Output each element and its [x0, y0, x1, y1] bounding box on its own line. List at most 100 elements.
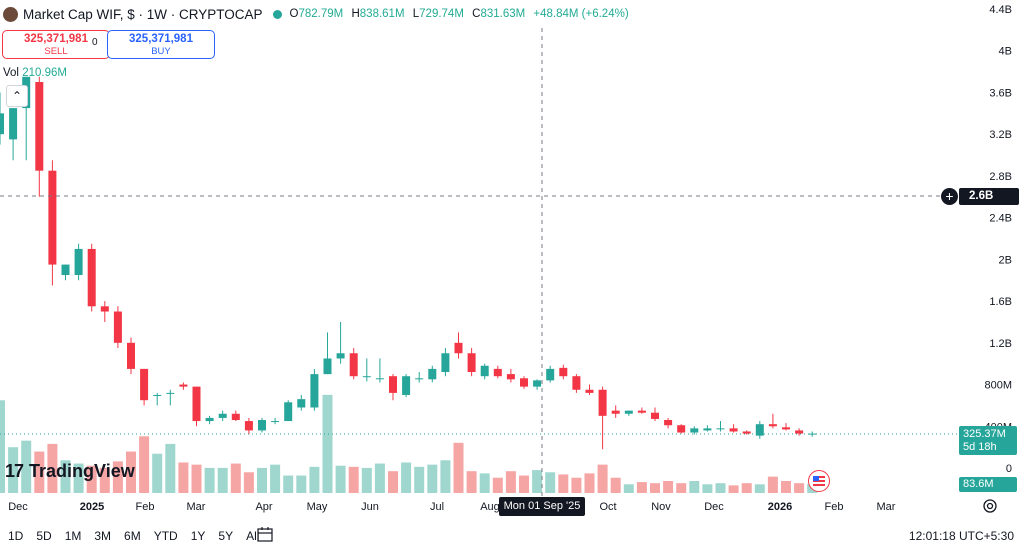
ohlc-low: 729.74M: [419, 8, 464, 20]
candle-body: [127, 342, 135, 369]
volume-bar: [440, 460, 451, 493]
volume-bar: [492, 477, 503, 493]
candle-body: [651, 412, 659, 419]
time-axis-labels: Dec 2025 Feb Mar Apr May Jun Jul Aug Oct Nov Dec 202…: [8, 501, 896, 513]
volume-bar: [663, 481, 674, 493]
tradingview-logo[interactable]: 17 TradingView: [5, 461, 135, 482]
volume-bar: [532, 470, 543, 493]
volume-bar: [505, 471, 516, 493]
volume-bar: [126, 451, 136, 493]
settings-gear-icon[interactable]: [982, 498, 998, 519]
volume-bar: [650, 483, 660, 493]
volume-bar: [374, 463, 385, 493]
volume-bar: [623, 484, 634, 493]
timeframe-6m[interactable]: 6M: [124, 528, 141, 543]
volume-bar: [99, 467, 110, 493]
tradingview-name: TradingView: [29, 461, 135, 481]
market-status-icon: [272, 9, 282, 19]
candle-body: [624, 410, 633, 414]
candle-body: [113, 311, 122, 343]
volume-bar: [558, 474, 569, 493]
candle-body: [716, 428, 725, 430]
timeframe-1d[interactable]: 1D: [8, 528, 24, 543]
volume-bar: [270, 464, 281, 493]
clock-timezone[interactable]: 12:01:18 UTC+5:30: [908, 529, 1014, 543]
ohlc-high-key: H: [351, 8, 360, 20]
date-range-icon[interactable]: [256, 525, 274, 548]
candle-body: [100, 306, 109, 312]
timeframe-5d[interactable]: 5D: [36, 528, 52, 543]
time-axis-label: 2026: [768, 501, 792, 513]
candle-body: [323, 358, 332, 375]
price-axis-label: 2.4B: [989, 213, 1012, 225]
volume-bar: [165, 443, 176, 493]
timeframe-1y[interactable]: 1Y: [190, 528, 206, 543]
volume-bar: [479, 473, 490, 493]
candle-body: [611, 410, 620, 414]
volume-bar: [0, 400, 5, 493]
timeframe-all[interactable]: All: [246, 528, 260, 543]
candle-body: [454, 342, 463, 354]
time-axis-label: Mar: [187, 501, 206, 513]
ohlc-low-key: L: [412, 8, 420, 20]
add-alert-plus-icon[interactable]: +: [941, 188, 958, 205]
volume-bar: [388, 471, 398, 493]
candle-body: [782, 427, 790, 430]
candle-body: [205, 417, 214, 422]
symbol-title[interactable]: Market Cap WIF, $ · 1W · CRYPTOCAP: [23, 6, 263, 22]
volume-bar: [728, 485, 739, 493]
buy-button[interactable]: 325,371,981 BUY: [107, 30, 215, 59]
timeframe-5y[interactable]: 5Y: [218, 528, 234, 543]
volume-bar: [178, 462, 189, 493]
candle-body: [506, 374, 515, 380]
volume-bar: [571, 477, 582, 493]
ohlc-values: O782.79M H838.61M L729.74M C831.63M +48.…: [290, 8, 629, 20]
candle-body: [284, 402, 293, 422]
candle-body: [192, 386, 201, 422]
ohlc-close-key: C: [472, 8, 481, 20]
candle-body: [742, 431, 751, 434]
time-axis-label: Jun: [361, 501, 379, 513]
volume-bar: [584, 473, 595, 493]
price-axis-label: 800M: [984, 380, 1012, 392]
candle-body: [87, 248, 96, 307]
timeframe-toolbar: 1D 5D 1M 3M 6M YTD 1Y 5Y All: [0, 522, 264, 549]
candle-body: [9, 108, 18, 140]
price-axis-label: 4B: [999, 46, 1012, 58]
volume-bar: [401, 462, 412, 493]
price-axis-labels: 4.4B4B3.6B3.2B2.8B2.4B2B1.6B1.2B800M400M…: [984, 4, 1012, 475]
price-axis-label: 1.6B: [989, 296, 1012, 308]
candle-body: [428, 368, 437, 380]
candle-body: [441, 353, 450, 373]
price-axis-label: 3.6B: [989, 87, 1012, 99]
candle-body: [153, 394, 162, 396]
collapse-legend-button[interactable]: ⌃: [6, 85, 28, 107]
volume-bar: [296, 475, 307, 493]
time-axis-label: Nov: [651, 501, 671, 513]
candle-body: [768, 424, 777, 427]
volume-bar: [676, 483, 687, 493]
economic-event-flag-icon[interactable]: [808, 470, 830, 492]
volume-bar: [597, 464, 608, 493]
price-axis-label: 0: [1006, 463, 1012, 475]
time-axis-label: Dec: [704, 501, 724, 513]
candle-body: [35, 82, 44, 171]
volume-bar: [335, 465, 346, 493]
time-axis-label: Aug: [480, 501, 500, 513]
volume-last-label: 83.6M: [959, 477, 1017, 492]
symbol-legend: Market Cap WIF, $ · 1W · CRYPTOCAP O782.…: [0, 0, 629, 28]
timeframe-3m[interactable]: 3M: [94, 528, 112, 543]
candle-body: [729, 428, 738, 432]
volume-bar: [689, 481, 700, 493]
volume-bar: [191, 464, 202, 493]
volume-bar: [702, 484, 713, 493]
timeframe-1m[interactable]: 1M: [64, 528, 82, 543]
volume-bar: [754, 484, 765, 493]
wif-logo-icon: [3, 6, 18, 22]
timeframe-ytd[interactable]: YTD: [153, 528, 178, 543]
time-axis-label: Apr: [255, 501, 272, 513]
candle-body: [546, 368, 555, 381]
crosshair-date-label: Mon 01 Sep '25: [499, 497, 585, 516]
sell-button[interactable]: 325,371,981 SELL: [2, 30, 110, 59]
